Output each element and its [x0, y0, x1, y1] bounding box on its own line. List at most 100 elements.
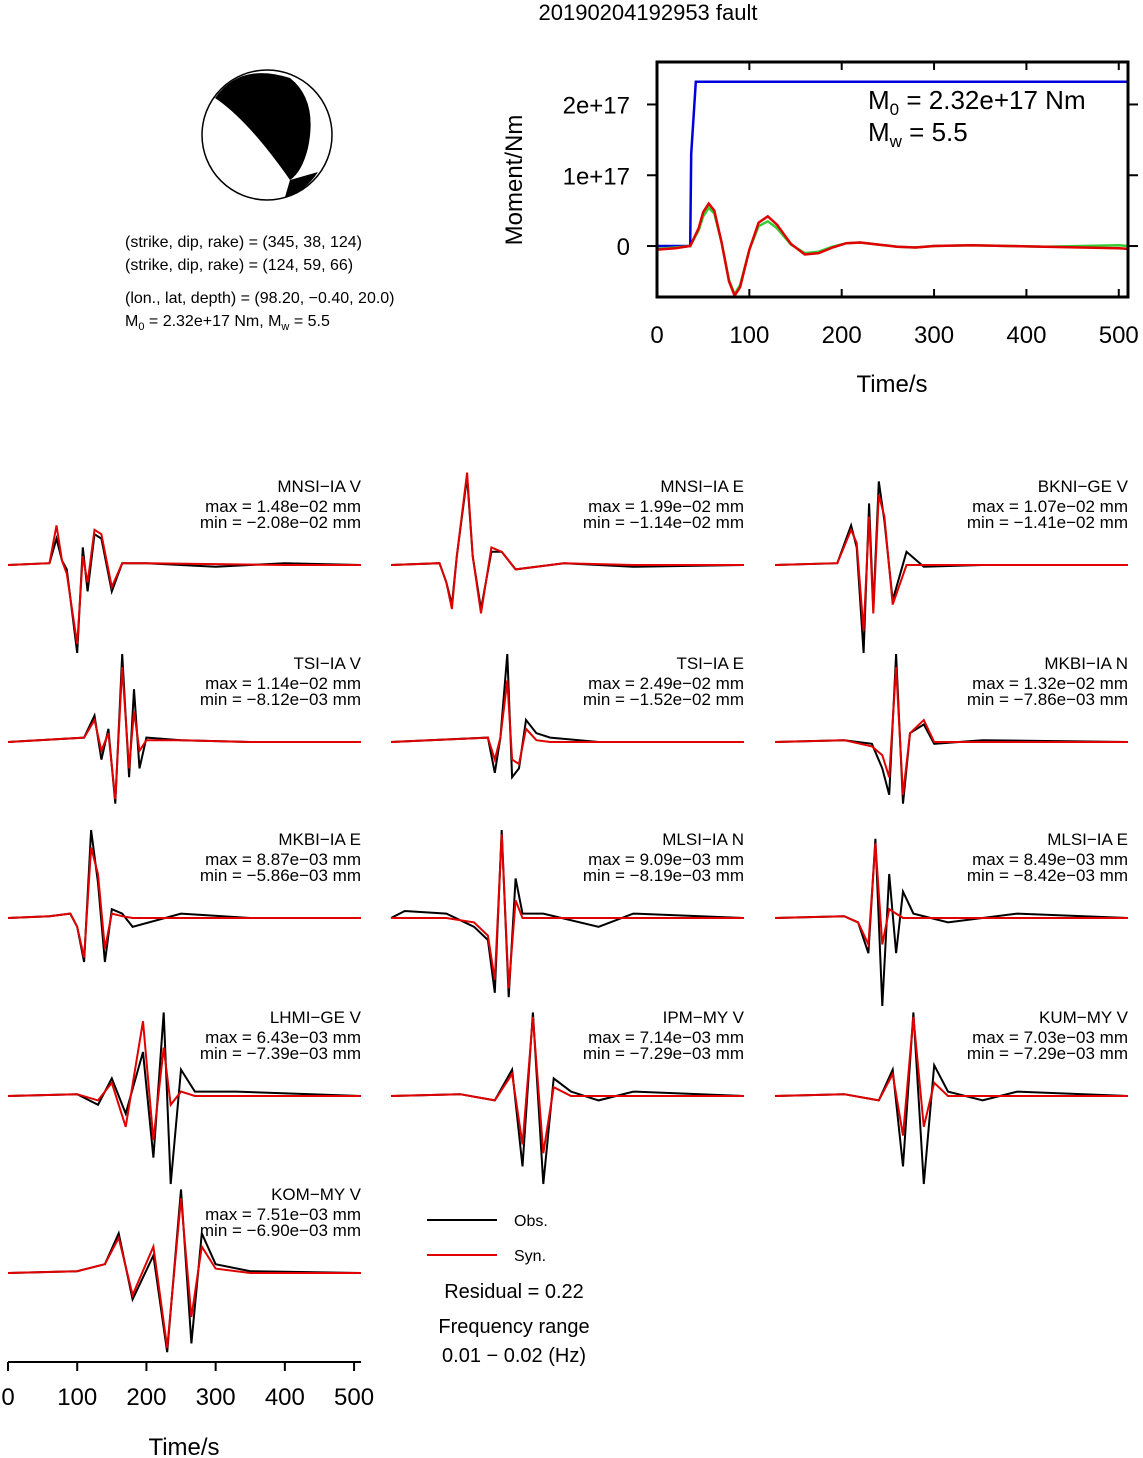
synthetic-trace: [7, 667, 361, 800]
min-amplitude-label: min = −1.41e−02 mm: [967, 513, 1128, 532]
min-amplitude-label: min = −7.39e−03 mm: [200, 1044, 361, 1063]
synthetic-trace: [391, 834, 744, 989]
station-label: MNSI−IA E: [660, 477, 744, 496]
synthetic-trace: [7, 1198, 361, 1348]
min-amplitude-label: min = −8.12e−03 mm: [200, 690, 361, 709]
moment-x-tick-label: 300: [914, 322, 954, 349]
synthetic-trace: [774, 667, 1128, 795]
time-axis-tick-label: 500: [334, 1384, 374, 1411]
moment-y-tick-label: 0: [617, 234, 630, 261]
max-amplitude-label: max = 2.49e−02 mm: [588, 674, 744, 693]
station-label: IPM−MY V: [663, 1008, 745, 1027]
legend-obs-label: Obs.: [514, 1213, 548, 1230]
max-amplitude-label: max = 7.14e−03 mm: [588, 1028, 744, 1047]
frequency-value: 0.01 − 0.02 (Hz): [442, 1345, 586, 1367]
annotation-part: w: [889, 132, 903, 151]
time-axis-tick-label: 100: [57, 1384, 97, 1411]
station-label: KOM−MY V: [271, 1185, 362, 1204]
plane2-text: (strike, dip, rake) = (124, 59, 66): [125, 257, 353, 274]
frequency-label: Frequency range: [438, 1316, 589, 1338]
moment-m0-annotation: M0 = 2.32e+17 Nm: [868, 85, 1086, 119]
station-label: TSI−IA E: [676, 654, 744, 673]
observed-trace: [390, 653, 744, 780]
synthetic-trace: [7, 1021, 361, 1141]
moment-y-tick-label: 2e+17: [563, 92, 630, 119]
station-label: MNSI−IA V: [277, 477, 361, 496]
synthetic-trace: [774, 494, 1128, 632]
synthetic-trace: [774, 1016, 1128, 1136]
beachball-icon: [201, 69, 333, 201]
station-label: MKBI−IA N: [1044, 654, 1128, 673]
moment-chart: 0 100 200 300 400 500 0 1e+17 2e+17 Time/s Moment/…: [501, 60, 1139, 398]
moment-x-tick-label: 200: [822, 322, 862, 349]
moment-mw-annotation: Mw = 5.5: [868, 117, 968, 151]
min-amplitude-label: min = −7.29e−03 mm: [583, 1044, 744, 1063]
min-amplitude-label: min = −1.52e−02 mm: [583, 690, 744, 709]
station-label: MLSI−IA N: [662, 830, 744, 849]
min-amplitude-label: min = −6.90e−03 mm: [200, 1221, 361, 1240]
moment-x-tick-label: 0: [650, 322, 663, 349]
synthetic-trace: [390, 472, 744, 614]
legend-syn-label: Syn.: [514, 1248, 546, 1265]
min-amplitude-label: min = −2.08e−02 mm: [200, 513, 361, 532]
annotation-part: 0: [890, 100, 899, 119]
max-amplitude-label: max = 8.49e−03 mm: [972, 850, 1128, 869]
station-label: MKBI−IA E: [278, 830, 361, 849]
moment-x-axis-label: Time/s: [856, 371, 927, 398]
max-amplitude-label: max = 6.43e−03 mm: [205, 1028, 361, 1047]
max-amplitude-label: max = 1.99e−02 mm: [588, 497, 744, 516]
annotation-part: = 5.5: [902, 117, 968, 147]
moment-x-tick-label: 500: [1099, 322, 1139, 349]
time-axis-tick-label: 300: [196, 1384, 236, 1411]
min-amplitude-label: min = −7.86e−03 mm: [967, 690, 1128, 709]
plane1-text: (strike, dip, rake) = (345, 38, 124): [125, 234, 362, 251]
max-amplitude-label: max = 1.32e−02 mm: [972, 674, 1128, 693]
moment-series-green: [656, 205, 1129, 298]
min-amplitude-label: min = −8.19e−03 mm: [583, 866, 744, 885]
station-label: LHMI−GE V: [270, 1008, 362, 1027]
station-label: BKNI−GE V: [1038, 477, 1129, 496]
max-amplitude-label: max = 7.51e−03 mm: [205, 1205, 361, 1224]
page-title: 20190204192953 fault: [539, 0, 758, 25]
annotation-part: M: [868, 117, 890, 147]
synthetic-trace: [774, 843, 1128, 949]
max-amplitude-label: max = 1.07e−02 mm: [972, 497, 1128, 516]
observed-trace: [7, 1012, 362, 1185]
legend: Obs. Syn.: [427, 1213, 548, 1265]
location-text: (lon., lat, depth) = (98.20, −0.40, 20.0…: [125, 290, 395, 307]
moment-x-tick-label: 400: [1006, 322, 1046, 349]
max-amplitude-label: max = 8.87e−03 mm: [205, 850, 361, 869]
residual-text: Residual = 0.22: [444, 1281, 584, 1303]
time-axis-tick-label: 400: [265, 1384, 305, 1411]
min-amplitude-label: min = −8.42e−03 mm: [967, 866, 1128, 885]
moment-x-tick-label: 100: [729, 322, 769, 349]
time-axis-label: Time/s: [148, 1434, 219, 1458]
min-amplitude-label: min = −1.14e−02 mm: [583, 513, 744, 532]
moment-chart-frame: [655, 60, 1130, 299]
focal-info: (strike, dip, rake) = (345, 38, 124) (st…: [125, 234, 395, 333]
synthetic-trace: [390, 1016, 744, 1154]
min-amplitude-label: min = −7.29e−03 mm: [967, 1044, 1128, 1063]
station-label: TSI−IA V: [293, 654, 361, 673]
moment-text: M0 = 2.32e+17 Nm, Mw = 5.5: [125, 313, 330, 333]
synthetic-trace: [390, 680, 744, 766]
station-label: KUM−MY V: [1039, 1008, 1129, 1027]
annotation-part: = 2.32e+17 Nm: [899, 85, 1085, 115]
annotation-part: M: [868, 85, 890, 115]
moment-series-red: [656, 201, 1129, 299]
station-label: MLSI−IA E: [1047, 830, 1128, 849]
